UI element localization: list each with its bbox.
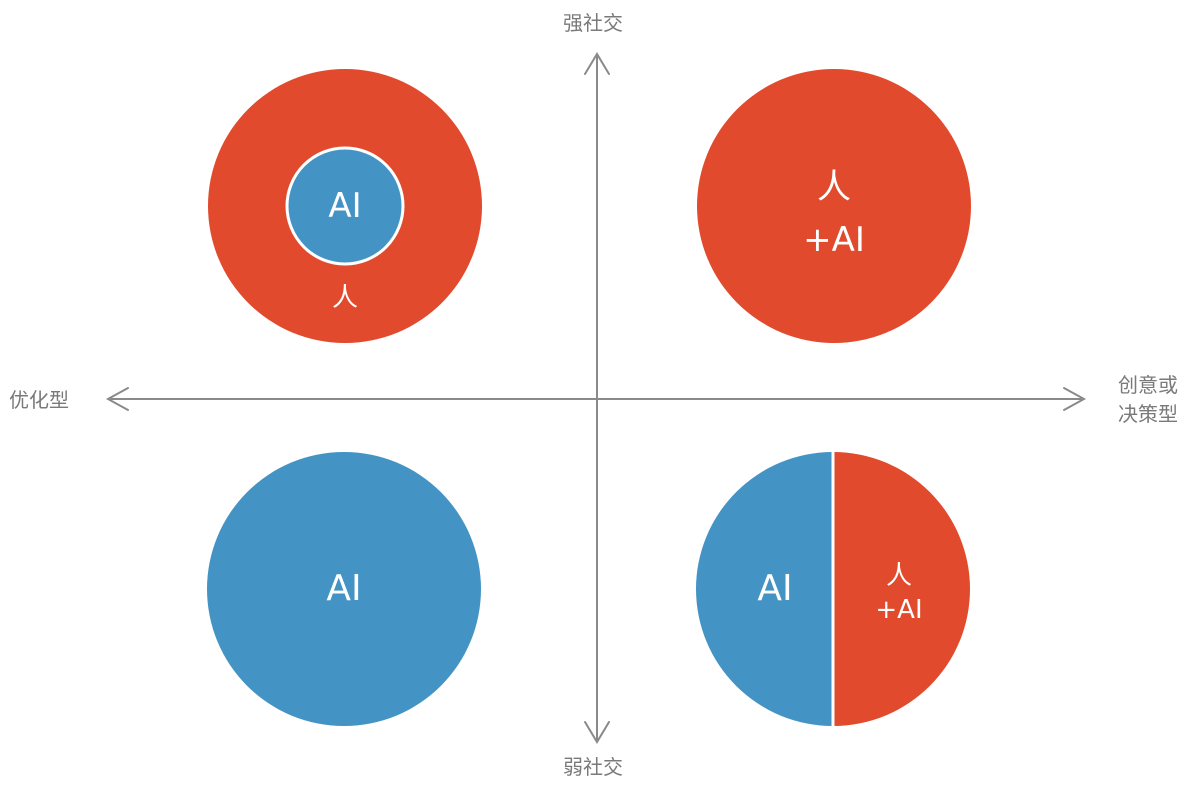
down-arrowhead [584, 721, 610, 744]
bottom-right-left-label: AI [757, 568, 793, 609]
axis-label-right-line2: 决策型 [1118, 402, 1178, 426]
axis-label-bottom: 弱社交 [563, 755, 623, 779]
axis-label-left: 优化型 [9, 388, 69, 412]
bottom-right-right-label-line1: 人 [885, 561, 912, 591]
ai-half-circle [696, 452, 833, 726]
quadrant-top-left [208, 69, 482, 343]
quadrant-bottom-left [207, 452, 481, 726]
up-arrowhead [584, 52, 610, 75]
left-arrowhead [105, 387, 129, 411]
quadrant-bottom-right [696, 452, 970, 726]
ai-inner-circle [285, 146, 405, 266]
top-right-label-line2: +AI [803, 220, 865, 260]
right-arrowhead [1063, 387, 1087, 411]
bottom-right-right-label-line2: +AI [875, 595, 923, 625]
human-plus-ai-circle [697, 69, 971, 343]
top-right-label-line1: 人 [817, 167, 851, 207]
axis-label-right-line1: 创意或 [1118, 373, 1178, 397]
top-left-inner-label: AI [328, 186, 362, 226]
axis-label-top: 强社交 [563, 11, 623, 35]
horizontal-axis [105, 387, 1087, 411]
ai-circle [207, 452, 481, 726]
quadrant-top-right [697, 69, 971, 343]
human-plus-ai-half-circle [833, 452, 970, 726]
top-left-outer-label: 人 [331, 283, 358, 313]
bottom-left-label: AI [326, 568, 362, 609]
